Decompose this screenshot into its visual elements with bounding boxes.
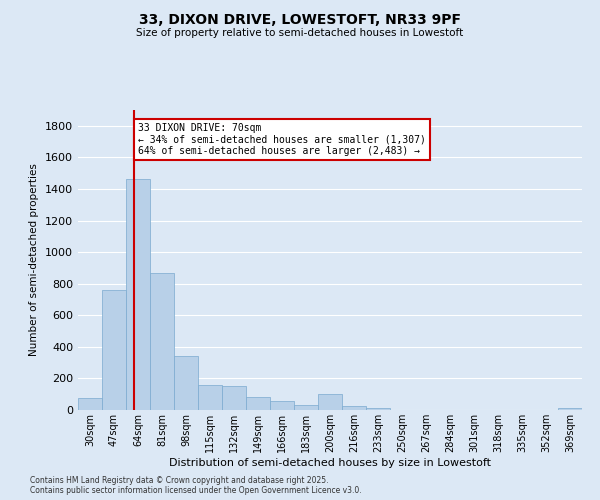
Bar [246,398,270,410]
Text: Size of property relative to semi-detached houses in Lowestoft: Size of property relative to semi-detach… [136,28,464,38]
Bar [270,402,294,410]
Text: 33 DIXON DRIVE: 70sqm
← 34% of semi-detached houses are smaller (1,307)
64% of s: 33 DIXON DRIVE: 70sqm ← 34% of semi-deta… [138,122,426,156]
Bar [558,408,582,410]
Bar [126,180,150,410]
Bar [222,386,246,410]
Bar [366,408,390,410]
Text: 33, DIXON DRIVE, LOWESTOFT, NR33 9PF: 33, DIXON DRIVE, LOWESTOFT, NR33 9PF [139,12,461,26]
Bar [294,406,318,410]
Bar [342,406,366,410]
Bar [102,290,126,410]
Bar [198,384,222,410]
Text: Distribution of semi-detached houses by size in Lowestoft: Distribution of semi-detached houses by … [169,458,491,468]
Bar [318,394,342,410]
Y-axis label: Number of semi-detached properties: Number of semi-detached properties [29,164,40,356]
Bar [150,272,174,410]
Text: Contains HM Land Registry data © Crown copyright and database right 2025.
Contai: Contains HM Land Registry data © Crown c… [30,476,362,495]
Bar [78,398,102,410]
Bar [174,356,198,410]
